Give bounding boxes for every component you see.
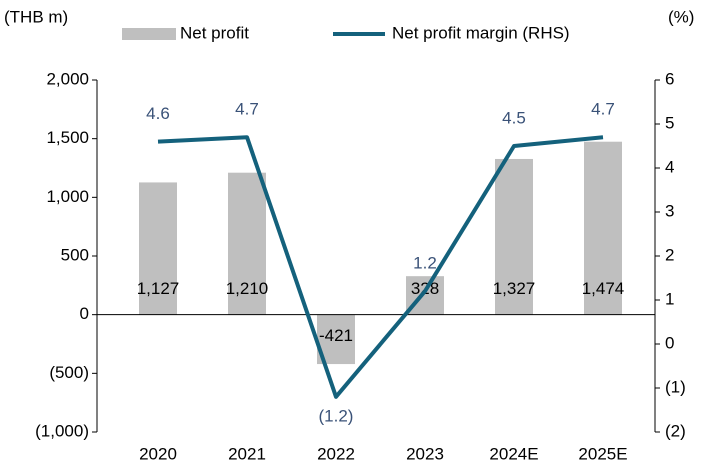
y-tick-label: (1,000) — [35, 421, 89, 440]
y-tick-label: 1,500 — [46, 128, 89, 147]
x-tick-label: 2025E — [578, 444, 627, 463]
y-axis-title: (THB m) — [4, 7, 68, 26]
y2-tick-label: (2) — [665, 421, 686, 440]
y-tick-label: 500 — [61, 245, 89, 264]
x-tick-label: 2021 — [228, 444, 266, 463]
bar — [139, 182, 177, 315]
legend-swatch — [122, 28, 176, 40]
legend-label: Net profit — [180, 23, 249, 42]
y2-tick-label: 3 — [665, 201, 674, 220]
x-tick-label: 2020 — [139, 444, 177, 463]
y-tick-label: 1,000 — [46, 187, 89, 206]
y-tick-label: (500) — [49, 363, 89, 382]
bar-label: 1,210 — [226, 279, 269, 298]
y2-tick-label: 2 — [665, 245, 674, 264]
y-tick-label: 2,000 — [46, 69, 89, 88]
line-label: 4.6 — [146, 104, 170, 123]
legend-label: Net profit margin (RHS) — [392, 23, 570, 42]
bar — [495, 158, 533, 315]
bar-label: -421 — [319, 326, 353, 345]
bar — [228, 172, 266, 315]
x-tick-label: 2024E — [489, 444, 538, 463]
bar-label: 1,127 — [137, 279, 180, 298]
line-label: (1.2) — [319, 406, 354, 425]
y2-tick-label: 0 — [665, 333, 674, 352]
line-label: 4.5 — [502, 108, 526, 127]
line-label: 1.2 — [413, 254, 437, 273]
x-tick-label: 2022 — [317, 444, 355, 463]
y2-tick-label: 1 — [665, 289, 674, 308]
line — [157, 135, 604, 399]
y2-tick-label: 5 — [665, 113, 674, 132]
bar-label: 1,474 — [582, 279, 625, 298]
bar — [584, 141, 622, 315]
bar-label: 1,327 — [493, 279, 536, 298]
y2-tick-label: 4 — [665, 157, 674, 176]
line-label: 4.7 — [235, 100, 259, 119]
y-tick-label: 0 — [80, 304, 89, 323]
x-tick-label: 2023 — [406, 444, 444, 463]
y2-axis-title: (%) — [668, 7, 694, 26]
y2-tick-label: (1) — [665, 377, 686, 396]
line-label: 4.7 — [591, 100, 615, 119]
y2-tick-label: 6 — [665, 69, 674, 88]
